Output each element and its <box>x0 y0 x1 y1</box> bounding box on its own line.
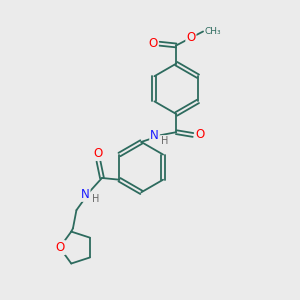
Text: O: O <box>186 31 196 44</box>
Text: O: O <box>56 241 65 254</box>
Text: CH₃: CH₃ <box>205 27 221 36</box>
Text: H: H <box>92 194 99 204</box>
Text: O: O <box>148 37 158 50</box>
Text: N: N <box>150 129 159 142</box>
Text: N: N <box>81 188 90 201</box>
Text: O: O <box>195 128 205 142</box>
Text: O: O <box>94 147 103 160</box>
Text: H: H <box>160 136 168 146</box>
